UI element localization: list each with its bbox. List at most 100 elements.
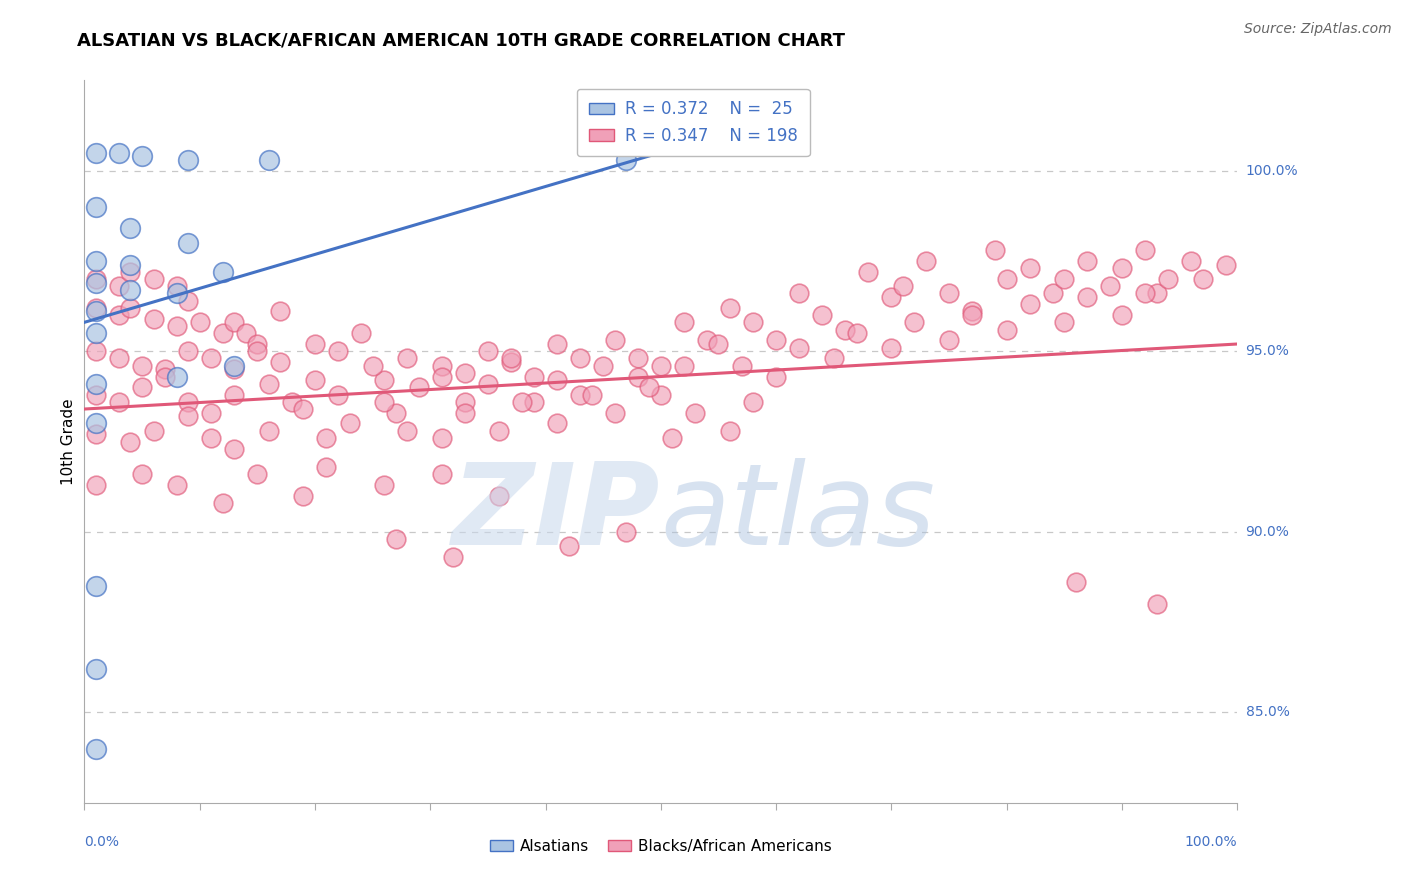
Point bbox=[650, 387, 672, 401]
Point bbox=[707, 337, 730, 351]
Point bbox=[614, 153, 637, 167]
Point bbox=[488, 424, 510, 438]
Point bbox=[84, 417, 107, 431]
Point bbox=[211, 326, 233, 340]
Point bbox=[891, 279, 914, 293]
Point bbox=[1133, 286, 1156, 301]
Point bbox=[995, 272, 1018, 286]
Text: Source: ZipAtlas.com: Source: ZipAtlas.com bbox=[1244, 22, 1392, 37]
Point bbox=[166, 286, 188, 301]
Point bbox=[120, 265, 142, 279]
Point bbox=[131, 359, 153, 373]
Text: ZIP: ZIP bbox=[453, 458, 661, 569]
Point bbox=[984, 243, 1007, 257]
Point bbox=[1146, 597, 1168, 611]
Point bbox=[200, 431, 222, 445]
Point bbox=[1111, 308, 1133, 322]
Point bbox=[499, 351, 522, 366]
Point bbox=[84, 253, 107, 268]
Point bbox=[938, 286, 960, 301]
Point bbox=[269, 355, 291, 369]
Point bbox=[166, 369, 188, 384]
Point bbox=[315, 459, 337, 474]
Point bbox=[153, 369, 176, 384]
Point bbox=[661, 431, 683, 445]
Point bbox=[1157, 272, 1180, 286]
Point bbox=[880, 341, 903, 355]
Point bbox=[326, 344, 349, 359]
Point bbox=[224, 387, 246, 401]
Point bbox=[257, 153, 280, 167]
Point bbox=[84, 824, 107, 838]
Point bbox=[131, 149, 153, 163]
Point bbox=[153, 362, 176, 376]
Point bbox=[441, 550, 464, 565]
Point bbox=[811, 308, 834, 322]
Text: ALSATIAN VS BLACK/AFRICAN AMERICAN 10TH GRADE CORRELATION CHART: ALSATIAN VS BLACK/AFRICAN AMERICAN 10TH … bbox=[77, 31, 845, 49]
Point bbox=[1018, 297, 1040, 311]
Legend: Alsatians, Blacks/African Americans: Alsatians, Blacks/African Americans bbox=[484, 833, 838, 860]
Point bbox=[1053, 315, 1076, 329]
Point bbox=[787, 341, 810, 355]
Point bbox=[672, 359, 695, 373]
Text: 90.0%: 90.0% bbox=[1246, 524, 1289, 539]
Point bbox=[84, 662, 107, 676]
Point bbox=[177, 153, 200, 167]
Point bbox=[224, 362, 246, 376]
Point bbox=[765, 369, 787, 384]
Point bbox=[546, 337, 568, 351]
Y-axis label: 10th Grade: 10th Grade bbox=[60, 398, 76, 485]
Point bbox=[177, 409, 200, 424]
Point bbox=[224, 315, 246, 329]
Point bbox=[120, 434, 142, 449]
Point bbox=[581, 387, 603, 401]
Point bbox=[938, 334, 960, 348]
Point bbox=[823, 351, 845, 366]
Point bbox=[166, 478, 188, 492]
Point bbox=[650, 359, 672, 373]
Point bbox=[718, 424, 741, 438]
Point bbox=[858, 265, 880, 279]
Point bbox=[627, 369, 650, 384]
Point bbox=[292, 489, 315, 503]
Point bbox=[488, 489, 510, 503]
Text: atlas: atlas bbox=[661, 458, 936, 569]
Point bbox=[430, 359, 453, 373]
Point bbox=[257, 424, 280, 438]
Point bbox=[454, 406, 477, 420]
Point bbox=[638, 380, 661, 394]
Point bbox=[142, 311, 165, 326]
Point bbox=[499, 355, 522, 369]
Point bbox=[880, 290, 903, 304]
Point bbox=[108, 351, 131, 366]
Point bbox=[569, 387, 592, 401]
Point bbox=[1133, 243, 1156, 257]
Point bbox=[361, 359, 384, 373]
Point bbox=[188, 315, 211, 329]
Text: 0.0%: 0.0% bbox=[84, 835, 120, 849]
Point bbox=[1191, 272, 1213, 286]
Point bbox=[177, 394, 200, 409]
Point bbox=[108, 145, 131, 160]
Point bbox=[1018, 261, 1040, 276]
Text: 95.0%: 95.0% bbox=[1246, 344, 1289, 359]
Point bbox=[142, 424, 165, 438]
Point bbox=[384, 532, 406, 546]
Point bbox=[200, 351, 222, 366]
Point bbox=[131, 467, 153, 481]
Point bbox=[960, 304, 983, 318]
Point bbox=[84, 478, 107, 492]
Point bbox=[477, 376, 499, 391]
Point bbox=[765, 334, 787, 348]
Point bbox=[131, 380, 153, 394]
Point bbox=[269, 304, 291, 318]
Point bbox=[211, 265, 233, 279]
Point bbox=[1099, 279, 1122, 293]
Point bbox=[546, 417, 568, 431]
Point bbox=[557, 539, 579, 553]
Point bbox=[120, 258, 142, 272]
Point bbox=[546, 373, 568, 387]
Point bbox=[84, 200, 107, 214]
Point bbox=[84, 579, 107, 593]
Point bbox=[84, 145, 107, 160]
